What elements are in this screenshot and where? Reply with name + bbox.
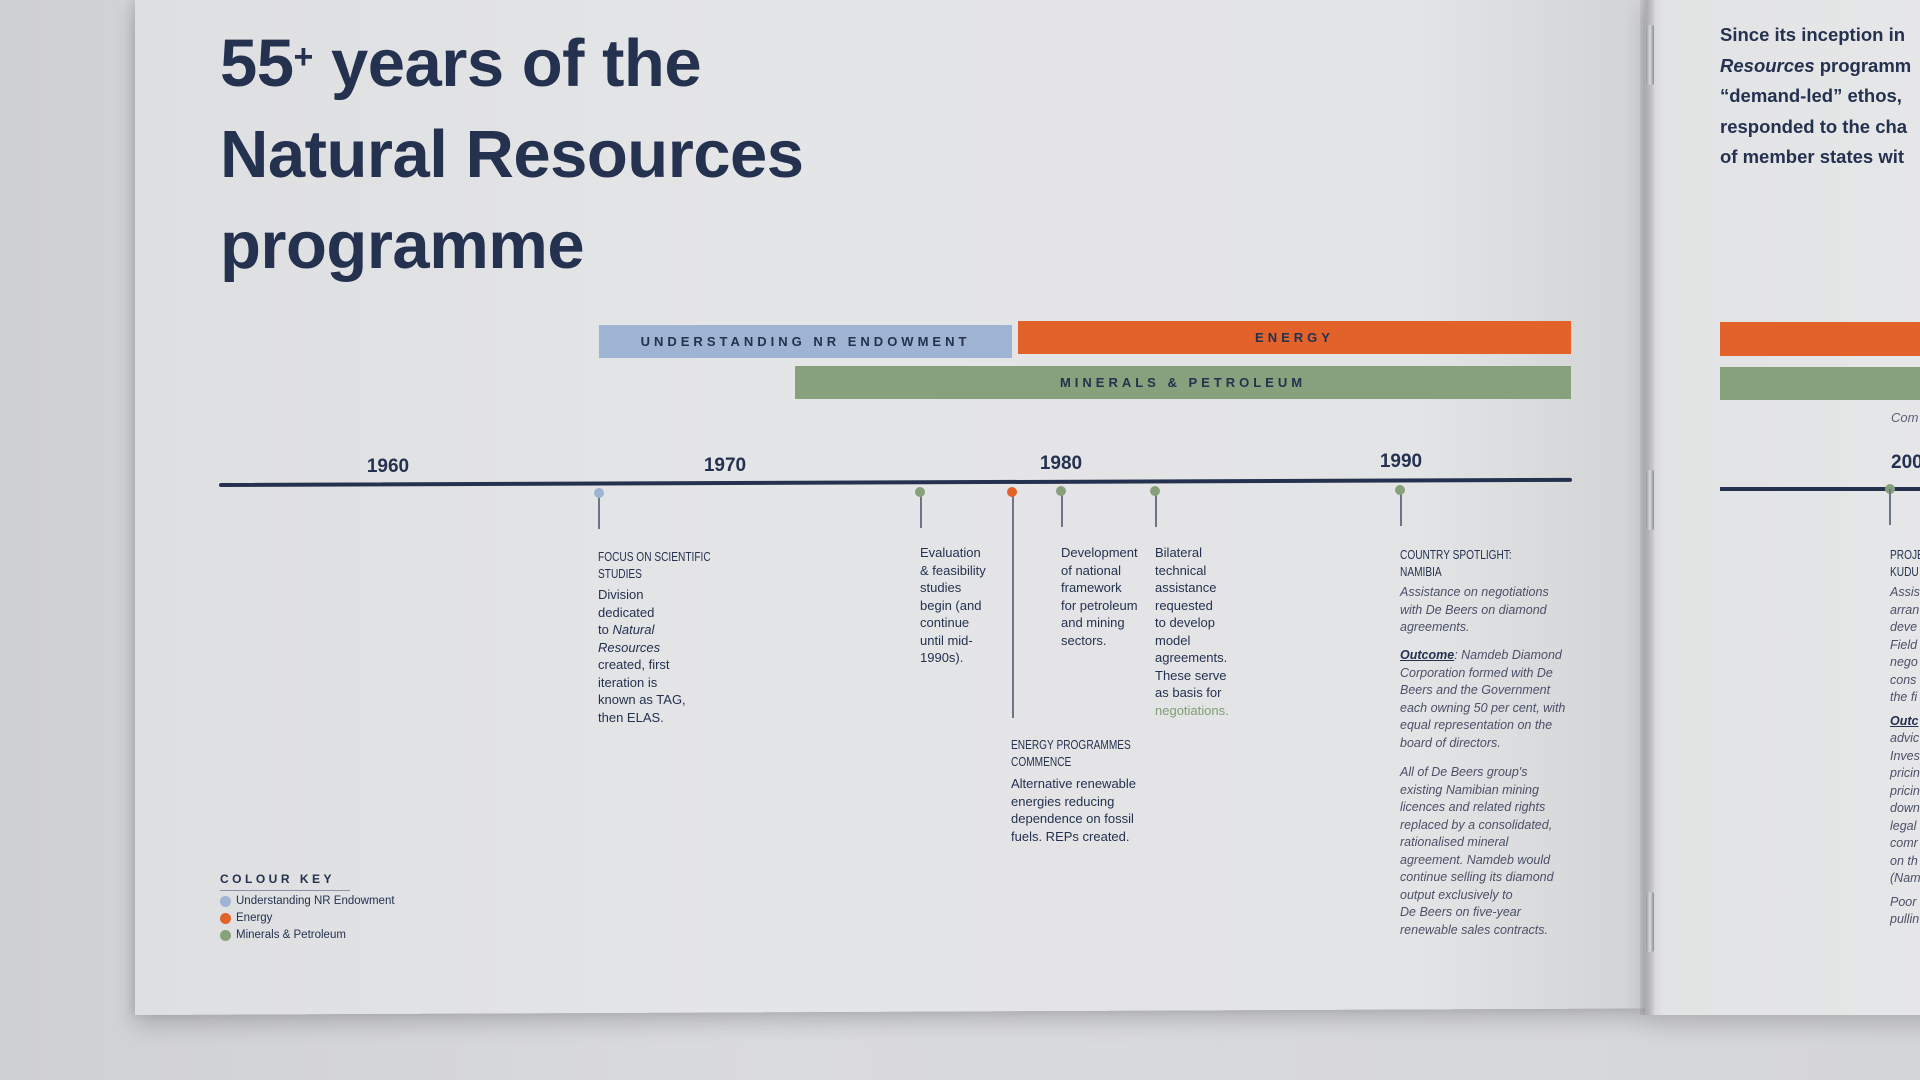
event-stem: [1155, 491, 1157, 527]
event-stem: [598, 493, 600, 529]
spotlight-outcome: Outcome: Namdeb Diamond Corporation form…: [1400, 648, 1566, 750]
event-text-energy-programmes: Alternative renewable energies reducing …: [1011, 776, 1137, 844]
brochure-right-page: Since its inception in Resources program…: [1645, 0, 1920, 1015]
colour-key-title: COLOUR KEY: [220, 872, 336, 886]
binding-staple: [1646, 470, 1654, 530]
band-energy-continued: [1720, 322, 1920, 356]
right-band-caption: Com: [1891, 410, 1919, 425]
year-label-1960: 1960: [366, 456, 410, 477]
colour-key-divider: [220, 890, 350, 891]
event-text-bilateral: Bilateral technical assistance requested…: [1155, 545, 1229, 718]
binding-staple: [1646, 25, 1654, 85]
year-label-1970: 1970: [703, 455, 747, 476]
colour-key-item-nr: Understanding NR Endowment: [220, 895, 395, 907]
right-page-intro: Since its inception in Resources program…: [1720, 24, 1912, 167]
event-stem: [920, 492, 922, 528]
event-stem: [1061, 491, 1063, 527]
timeline-marker-minerals: [915, 487, 925, 497]
timeline-marker-minerals: [1150, 486, 1160, 496]
event-heading-project-kudu: PROJEKUDU: [1890, 547, 1920, 579]
event-text-focus: Division dedicated to Natural Resources …: [598, 587, 686, 725]
colour-key-item-minerals: Minerals & Petroleum: [220, 929, 346, 941]
event-stem: [1012, 492, 1014, 718]
kudu-text: Assis arran deve Field nego cons the fi …: [1890, 585, 1920, 926]
band-minerals-continued: [1720, 367, 1920, 400]
page-title: 55+ years of the Natural Resources progr…: [220, 26, 804, 283]
timeline-axis-continued: [1720, 487, 1920, 491]
blue-dot-icon: [220, 895, 231, 907]
event-text-evaluation: Evaluation & feasibility studies begin (…: [920, 545, 986, 665]
green-dot-icon: [220, 929, 231, 941]
timeline-marker-minerals: [1395, 485, 1405, 495]
year-label-1990: 1990: [1379, 451, 1423, 472]
year-label-1980: 1980: [1039, 453, 1083, 474]
binding-staple: [1646, 892, 1654, 952]
event-stem: [1400, 490, 1402, 526]
band-minerals-petroleum: MINERALS & PETROLEUM: [795, 366, 1571, 399]
event-heading-country-spotlight: COUNTRY SPOTLIGHT: NAMIBIA: [1400, 547, 1512, 579]
event-heading-focus: FOCUS ON SCIENTIFIC STUDIES: [598, 549, 711, 581]
band-understanding-nr-endowment: UNDERSTANDING NR ENDOWMENT: [599, 325, 1012, 358]
colour-key-item-energy: Energy: [220, 912, 272, 924]
year-label-2000: 2000: [1891, 452, 1920, 473]
timeline-marker-energy: [1007, 487, 1017, 497]
event-stem: [1889, 489, 1891, 525]
timeline-marker-minerals: [1056, 486, 1066, 496]
spotlight-detail: All of De Beers group's existing Namibia…: [1400, 765, 1554, 937]
event-text-development: Development of national framework for pe…: [1061, 545, 1138, 648]
spotlight-intro: Assistance on negotiations with De Beers…: [1400, 585, 1549, 634]
event-heading-energy-programmes: ENERGY PROGRAMMES COMMENCE: [1011, 737, 1131, 769]
orange-dot-icon: [220, 912, 231, 924]
band-energy: ENERGY: [1018, 321, 1571, 354]
negotiations-link: negotiations.: [1155, 702, 1229, 718]
timeline-marker-nr: [594, 488, 604, 498]
